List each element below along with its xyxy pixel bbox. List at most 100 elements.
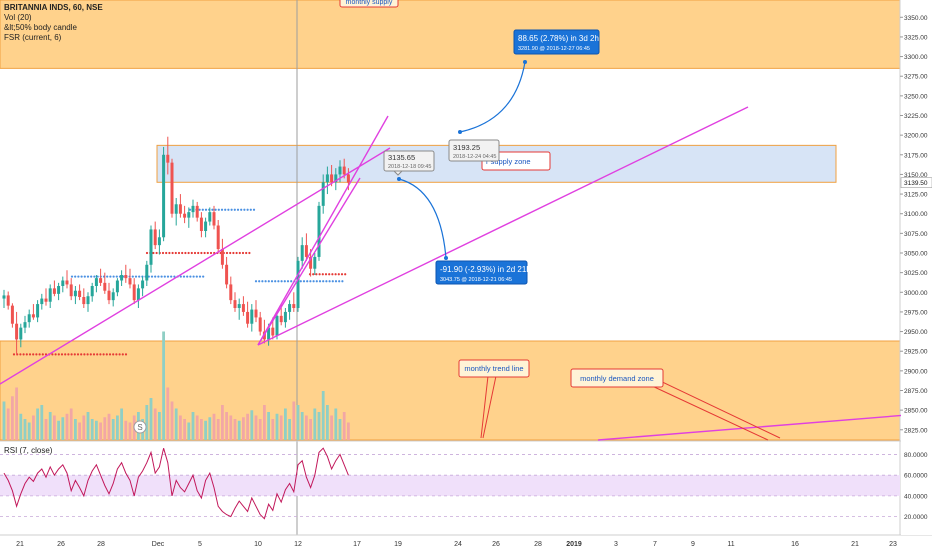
- price-label-1-value: 3135.65: [388, 153, 415, 162]
- fsr-level-dot: [321, 273, 324, 276]
- fsr-level-dot: [252, 208, 256, 211]
- candle-body: [141, 280, 145, 289]
- volume-bar: [191, 412, 195, 440]
- fsr-level-dot: [230, 208, 233, 211]
- fsr-level-dot: [318, 280, 322, 283]
- price-tick-label: 3050.00: [904, 251, 928, 258]
- fsr-level-dot: [83, 353, 86, 356]
- fsr-level-dot: [325, 280, 328, 283]
- fsr-level-dot: [190, 251, 193, 255]
- candle-body: [36, 304, 40, 318]
- price-tick-label: 3350.00: [904, 15, 928, 22]
- fsr-level-dot: [229, 251, 232, 255]
- fsr-level-dot: [25, 353, 28, 356]
- lower-channel-trendline: [257, 106, 749, 346]
- volume-bar: [200, 419, 203, 440]
- fsr-level-dot: [258, 280, 261, 283]
- fsr-level-dot: [19, 353, 22, 356]
- candle-body: [187, 212, 191, 218]
- symbol-title: BRITANNIA INDS, 60, NSE: [4, 3, 103, 12]
- volume-bar: [36, 408, 39, 440]
- candle-body: [145, 264, 149, 281]
- candle-body: [115, 280, 119, 293]
- candle-body: [338, 166, 342, 175]
- volume-bar: [296, 405, 300, 440]
- volume-bar: [229, 415, 233, 440]
- candle-body: [267, 327, 271, 340]
- volume-bar: [116, 415, 119, 440]
- fsr-level-dot: [152, 251, 155, 255]
- candle-body: [229, 284, 233, 301]
- fsr-level-dot: [54, 353, 57, 356]
- volume-bar: [103, 417, 107, 440]
- candle-indicator-label: &lt;50% body candle: [4, 23, 77, 32]
- monthly-supply-label-box: [339, 0, 399, 8]
- rsi-layer: [0, 447, 900, 520]
- price-tick-label: 3100.00: [904, 211, 928, 218]
- volume-bar: [145, 405, 149, 440]
- candle-body: [233, 300, 237, 308]
- volume-bar: [82, 415, 86, 440]
- last-price-tag: [900, 177, 932, 188]
- volume-bar: [23, 419, 27, 440]
- fsr-level-dot: [246, 208, 249, 211]
- price-tick-label: 2925.00: [904, 349, 928, 356]
- price-tick-label: 3250.00: [904, 93, 928, 100]
- price-tick-label: 3300.00: [904, 54, 928, 61]
- time-tick-label: 5: [198, 541, 202, 548]
- volume-bar: [99, 422, 102, 440]
- volume-bar: [279, 415, 283, 440]
- fsr-level-dot: [44, 353, 48, 356]
- volume-bar: [233, 419, 237, 440]
- fsr-level-dot: [312, 273, 315, 276]
- fsr-level-dot: [341, 280, 344, 283]
- fsr-level-dot: [121, 353, 124, 356]
- candle-body: [334, 174, 338, 183]
- rsi-band: [0, 475, 900, 496]
- volume-bar: [334, 408, 338, 440]
- volume-bar: [288, 419, 291, 440]
- volume-bar: [158, 412, 161, 440]
- fsr-level-dot: [220, 208, 224, 211]
- candle-body: [275, 315, 279, 336]
- fsr-level-dot: [73, 353, 76, 356]
- fsr-level-dot: [225, 251, 229, 255]
- fsr-level-dot: [112, 353, 115, 356]
- volume-bar: [326, 405, 329, 440]
- fsr-level-dot: [166, 275, 170, 278]
- candle-body: [199, 217, 203, 231]
- volume-bar: [32, 415, 35, 440]
- monthly-trend-line-label: monthly trend line: [464, 364, 523, 373]
- price-label-2-value: 3193.25: [453, 143, 480, 152]
- volume-bar: [40, 405, 44, 440]
- fsr-level-dot: [102, 353, 105, 356]
- fsr-level-dot: [99, 353, 102, 356]
- volume-bar: [342, 412, 346, 440]
- dividend-marker-label: S: [137, 423, 142, 432]
- fsr-level-dot: [224, 208, 227, 211]
- fsr-level-dot: [236, 208, 240, 211]
- candle-body: [304, 245, 308, 257]
- fsr-level-dot: [105, 353, 108, 356]
- volume-bar: [275, 413, 279, 440]
- candle-body: [52, 288, 56, 294]
- time-tick-label: Dec: [152, 541, 165, 548]
- time-tick-label: 3: [614, 541, 618, 548]
- volume-bar: [74, 419, 77, 440]
- candle-body: [149, 229, 153, 265]
- fsr-level-dot: [155, 251, 158, 255]
- volume-bar: [6, 408, 10, 440]
- volume-bar: [204, 420, 207, 440]
- candle-body: [271, 327, 275, 336]
- up-projection-start-dot: [458, 130, 462, 134]
- fsr-level-dot: [331, 280, 334, 283]
- price-tick-label: 2900.00: [904, 368, 928, 375]
- time-tick-label: 23: [889, 541, 897, 548]
- fsr-level-dot: [67, 353, 70, 356]
- fsr-level-dot: [80, 353, 83, 356]
- candle-body: [128, 278, 132, 285]
- volume-bar: [208, 417, 212, 440]
- volume-bar: [120, 408, 123, 440]
- candle-body: [48, 288, 52, 302]
- fsr-level-dot: [195, 275, 198, 278]
